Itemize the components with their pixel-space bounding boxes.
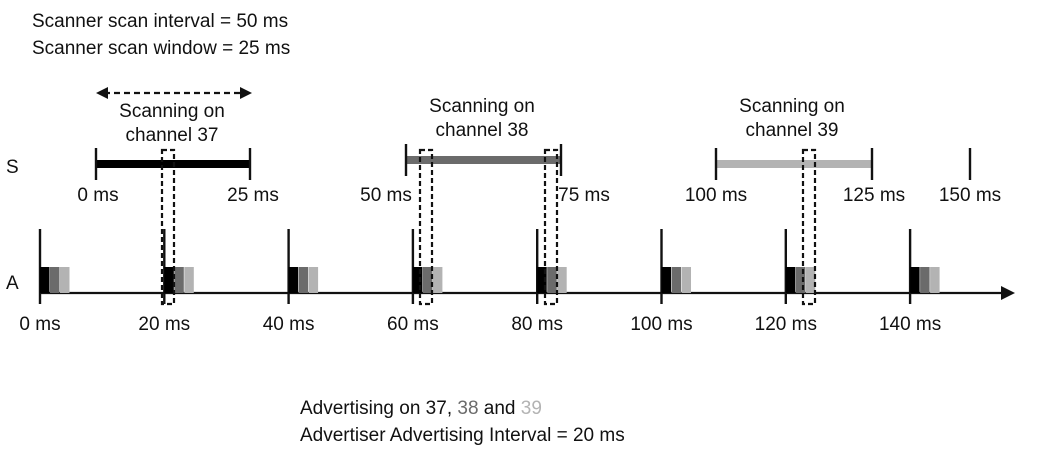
advertiser-row-label: A xyxy=(6,273,19,294)
scan-window-end-label: 75 ms xyxy=(558,185,610,206)
advertising-prefix: Advertising on 37, xyxy=(300,398,457,419)
adv-packet-ch39 xyxy=(60,267,70,293)
advertising-and: and xyxy=(479,398,521,419)
event-time-label: 20 ms xyxy=(138,314,190,335)
advertising-event: 140 ms xyxy=(879,229,941,335)
adv-packet-ch39 xyxy=(805,267,816,293)
adv-packet-ch38 xyxy=(547,267,557,293)
adv-packet-ch37 xyxy=(164,267,174,293)
scan-window-start-label: 50 ms xyxy=(360,185,412,206)
overlap-box xyxy=(543,148,559,306)
scan-window-arrow xyxy=(96,87,252,99)
advertising-event: 20 ms xyxy=(138,229,194,335)
advertising-event: 100 ms xyxy=(630,229,693,335)
overlap-box xyxy=(418,148,434,306)
advertising-ch39: 39 xyxy=(521,398,542,419)
event-time-label: 140 ms xyxy=(879,314,941,335)
scan-window-label-line1: Scanning on xyxy=(739,96,845,117)
adv-packet-ch38 xyxy=(671,267,681,293)
adv-packet-ch37 xyxy=(661,267,671,293)
scan-window-ch39: Scanning on channel 39 100 ms 125 ms xyxy=(685,96,905,206)
adv-packet-ch38 xyxy=(298,267,309,293)
adv-packet-ch37 xyxy=(412,267,423,293)
adv-packet-ch38 xyxy=(50,267,60,293)
advertising-event: 80 ms xyxy=(511,229,567,335)
event-time-label: 60 ms xyxy=(387,314,439,335)
scanner-end-tick: 150 ms xyxy=(939,148,1001,206)
event-time-label: 40 ms xyxy=(263,314,315,335)
scan-window-label-line2: channel 38 xyxy=(436,120,529,141)
adv-packet-ch39 xyxy=(432,267,443,293)
scan-window-end-label: 25 ms xyxy=(227,185,279,206)
adv-packet-ch38 xyxy=(174,267,184,293)
advertising-interval-text: Advertiser Advertising Interval = 20 ms xyxy=(300,425,625,446)
scan-window-text: Scanner scan window = 25 ms xyxy=(32,38,290,59)
advertising-event: 40 ms xyxy=(263,229,319,335)
overlap-box xyxy=(160,148,176,306)
adv-packet-ch37 xyxy=(910,267,920,293)
adv-packet-ch37 xyxy=(40,267,50,293)
adv-packet-ch37 xyxy=(785,267,796,293)
scan-window-ch37: Scanning on channel 37 0 ms 25 ms xyxy=(77,101,278,206)
adv-packet-ch39 xyxy=(681,267,691,293)
adv-packet-ch39 xyxy=(930,267,940,293)
adv-packet-ch38 xyxy=(422,267,433,293)
scan-window-start-label: 100 ms xyxy=(685,185,747,206)
adv-packet-ch39 xyxy=(308,267,319,293)
advertising-event: 120 ms xyxy=(755,229,817,335)
event-time-label: 100 ms xyxy=(630,314,692,335)
adv-packet-ch39 xyxy=(557,267,567,293)
scan-window-label-line1: Scanning on xyxy=(429,96,535,117)
scan-window-label-line2: channel 37 xyxy=(126,125,219,146)
advertising-event: 0 ms xyxy=(19,229,70,335)
event-time-label: 0 ms xyxy=(19,314,60,335)
adv-packet-ch37 xyxy=(288,267,299,293)
event-time-label: 120 ms xyxy=(755,314,817,335)
advertiser-timeline-axis xyxy=(40,286,1015,300)
event-time-label: 80 ms xyxy=(511,314,563,335)
adv-packet-ch39 xyxy=(184,267,194,293)
advertising-channels-text: Advertising on 37, 38 and 39 xyxy=(300,398,542,419)
scan-interval-text: Scanner scan interval = 50 ms xyxy=(32,11,288,32)
advertising-events: 0 ms 20 ms 40 ms 60 ms 80 ms 100 ms 120 ms 140 … xyxy=(19,229,941,335)
advertising-ch38: 38 xyxy=(457,398,478,419)
overlap-box xyxy=(801,148,817,306)
scan-window-label-line2: channel 39 xyxy=(746,120,839,141)
scan-window-start-label: 0 ms xyxy=(77,185,118,206)
adv-packet-ch37 xyxy=(537,267,547,293)
scan-window-label-line1: Scanning on xyxy=(119,101,225,122)
adv-packet-ch38 xyxy=(795,267,806,293)
scanner-end-tick-label: 150 ms xyxy=(939,185,1001,206)
overlap-markers xyxy=(160,148,817,306)
adv-packet-ch38 xyxy=(920,267,930,293)
scanner-row-label: S xyxy=(6,157,19,178)
advertising-event: 60 ms xyxy=(387,229,443,335)
scan-window-ch38: Scanning on channel 38 50 ms 75 ms xyxy=(360,96,610,206)
scan-window-end-label: 125 ms xyxy=(843,185,905,206)
